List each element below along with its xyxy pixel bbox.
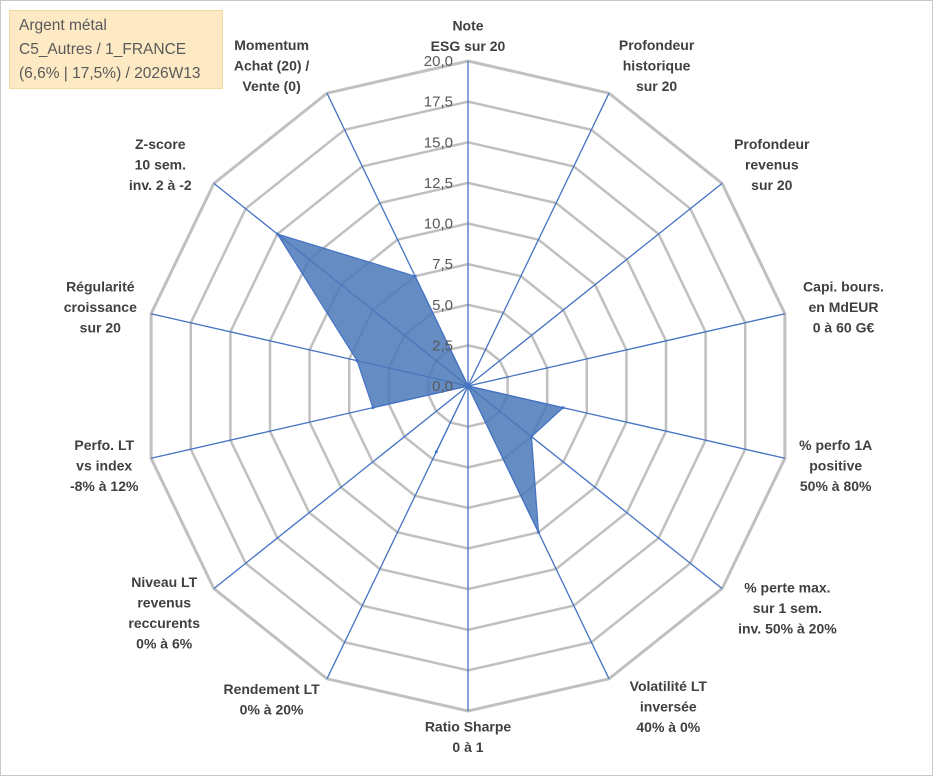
axis-spoke (467, 182, 723, 387)
title-line-stats: (6,6% | 17,5%) / 2026W13 (19, 65, 201, 82)
chart-title-box: Argent métal C5_Autres / 1_FRANCE (6,6% … (9, 10, 223, 89)
tick-label: 5,0 (432, 297, 453, 314)
axis-label: Profondeur revenus sur 20 (734, 136, 810, 193)
axis-label: Note ESG sur 20 (431, 17, 506, 54)
axis-spoke (213, 385, 469, 590)
tick-label: 2,5 (432, 337, 453, 354)
series-point (371, 406, 375, 410)
radar-axis-labels: Note ESG sur 20 Profondeur historique sur 20… (64, 17, 884, 755)
axis-label: % perte max. sur 1 sem. inv. 50% à 20% (738, 579, 837, 636)
series-area (276, 232, 565, 533)
axis-label: Rendement LT 0% à 20% (223, 681, 320, 718)
tick-label: 0,0 (432, 378, 453, 395)
title-line-asset: Argent métal (19, 17, 107, 34)
radar-series (275, 232, 565, 534)
tick-label: 12,5 (424, 175, 453, 192)
tick-label: 17,5 (424, 94, 453, 111)
tick-label: 7,5 (432, 256, 453, 273)
axis-label: Capi. bours. en MdEUR 0 à 60 G€ (803, 279, 884, 336)
series-point (561, 406, 565, 410)
axis-label: Perfo. LT vs index -8% à 12% (70, 437, 139, 494)
series-point (413, 274, 417, 278)
series-point (530, 435, 533, 439)
axis-spoke (467, 92, 610, 387)
radar-tick-labels: 0,0 2,5 5,0 7,5 10,0 12,5 15,0 17,5 20,0 (424, 53, 453, 395)
tick-label: 20,0 (424, 53, 453, 70)
axis-label: Niveau LT revenus reccurents 0% à 6% (128, 574, 200, 652)
tick-label: 15,0 (424, 134, 453, 151)
axis-label: % perfo 1A positive 50% à 80% (799, 437, 872, 494)
radar-spokes (150, 61, 786, 711)
axis-label: Z-score 10 sem. inv. 2 à -2 (129, 136, 192, 193)
series-point (355, 359, 359, 363)
title-line-category: C5_Autres / 1_FRANCE (19, 41, 187, 58)
series-point (275, 232, 279, 236)
axis-label: Volatilité LT inversée 40% à 0% (630, 678, 708, 735)
series-point (466, 384, 470, 388)
axis-label: Ratio Sharpe 0 à 1 (425, 718, 512, 755)
series-point (537, 530, 540, 534)
axis-label: Régularité croissance sur 20 (64, 279, 137, 336)
axis-label: Profondeur historique sur 20 (619, 37, 695, 94)
tick-label: 10,0 (424, 216, 453, 233)
axis-label: Momentum Achat (20) / Vente (0) (234, 37, 310, 94)
axis-spoke (467, 313, 786, 387)
series-point (434, 450, 438, 454)
